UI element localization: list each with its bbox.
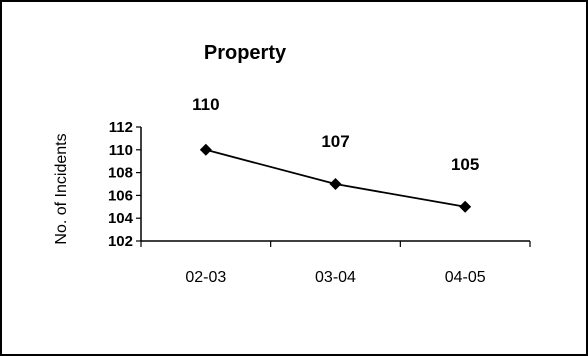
y-tick-label: 108: [108, 165, 133, 182]
y-tick-label: 106: [108, 187, 133, 204]
axes: [136, 126, 531, 247]
data-point-marker: [459, 200, 472, 213]
data-label: 107: [321, 132, 349, 151]
data-point-marker: [329, 178, 342, 190]
x-tick-label: 04-05: [445, 269, 486, 286]
y-tick-label: 104: [108, 210, 134, 227]
series-group: [199, 143, 472, 213]
chart-title: Property: [204, 42, 287, 64]
y-axis-label: No. of Incidents: [53, 133, 70, 244]
x-tick-label: 03-04: [315, 269, 356, 286]
x-tick-label: 02-03: [185, 269, 226, 286]
y-tick-labels: 102 104 106 108 110 112: [108, 119, 134, 250]
y-tick-label: 102: [108, 233, 133, 250]
data-point-marker: [199, 143, 212, 156]
data-label: 105: [451, 155, 479, 174]
x-tick-labels: 02-03 03-04 04-05: [185, 269, 485, 286]
y-tick-label: 112: [109, 119, 133, 136]
y-tick-label: 110: [109, 142, 133, 159]
data-labels: 110 107 105: [192, 95, 479, 174]
data-label: 110: [192, 95, 219, 114]
